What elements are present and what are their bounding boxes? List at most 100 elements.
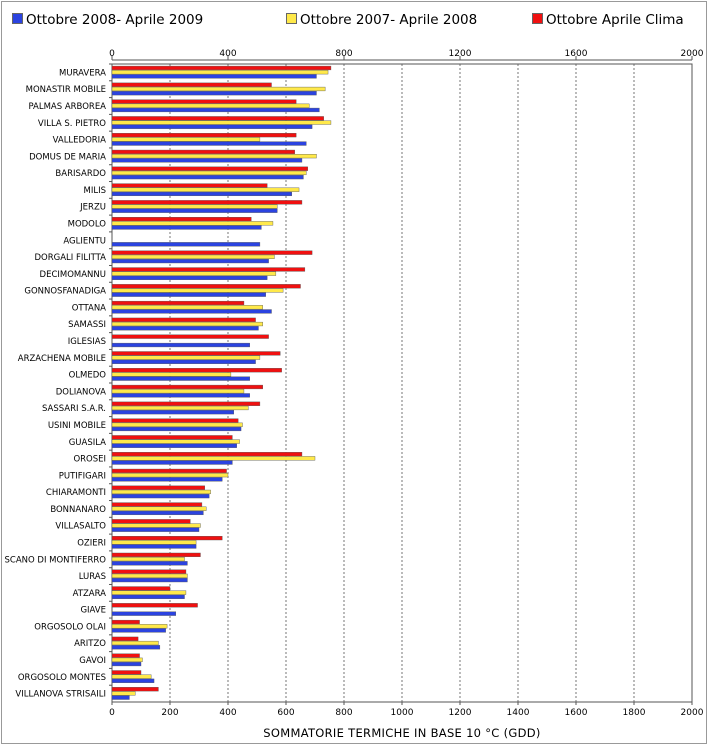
bar <box>111 368 282 373</box>
bar <box>111 317 256 322</box>
category-label: DOMUS DE MARIA <box>29 152 106 162</box>
top-tick-label: 1200 <box>449 49 472 59</box>
bar <box>111 611 176 616</box>
bar <box>111 389 245 394</box>
bar <box>111 674 152 679</box>
bar <box>111 284 301 289</box>
category-label: ATZARA <box>73 589 107 599</box>
bar <box>111 91 317 96</box>
bar <box>111 573 188 578</box>
bar <box>111 82 272 87</box>
category-label: ARZACHENA MOBILE <box>18 354 106 364</box>
bar <box>111 74 317 79</box>
bar <box>111 594 185 599</box>
bar <box>111 418 239 423</box>
bar <box>111 107 320 113</box>
bar <box>111 405 249 411</box>
bar <box>111 393 250 398</box>
bar <box>111 334 269 339</box>
bar <box>111 141 307 146</box>
category-label: SCANO DI MONTIFERRO <box>5 555 107 565</box>
legend-swatch-2009 <box>12 13 23 24</box>
bar <box>111 250 313 255</box>
category-label: IGLESIAS <box>68 337 106 347</box>
bar <box>111 254 275 259</box>
category-label: GIAVE <box>80 606 106 616</box>
legend-item-clima: Ottobre Aprile Clima <box>532 12 684 30</box>
category-label: VILLA S. PIETRO <box>38 119 106 129</box>
bar <box>111 154 317 159</box>
bar <box>111 645 161 650</box>
category-label: DECIMOMANNU <box>40 270 106 280</box>
category-label: PALMAS ARBOREA <box>28 102 106 112</box>
bar <box>111 342 250 348</box>
bar <box>111 657 143 662</box>
bar <box>111 191 293 197</box>
category-label: ORGOSOLO MONTES <box>18 673 106 683</box>
bar <box>111 628 166 633</box>
bar <box>111 687 159 692</box>
legend-item-2008: Ottobre 2007- Aprile 2008 <box>286 12 477 30</box>
category-label: SAMASSI <box>68 320 106 330</box>
bar <box>111 456 316 461</box>
bar <box>111 556 185 562</box>
bar <box>111 506 207 511</box>
bar <box>111 166 308 171</box>
bar <box>111 460 233 465</box>
bar <box>111 519 191 524</box>
bar <box>111 695 130 700</box>
bar <box>111 443 237 448</box>
bar <box>111 452 303 457</box>
bar <box>111 691 136 696</box>
top-tick-label: 0 <box>109 49 115 59</box>
bar <box>111 372 232 377</box>
bar <box>111 426 242 432</box>
category-label: SASSARI S.A.R. <box>42 404 106 414</box>
bar <box>111 410 235 415</box>
legend-label-clima: Ottobre Aprile Clima <box>546 12 684 28</box>
bar <box>111 552 201 557</box>
bar <box>111 636 139 641</box>
bar <box>111 603 198 608</box>
category-label: MURAVERA <box>59 68 106 78</box>
category-label: VILLANOVA STRISAILI <box>15 690 106 700</box>
bar <box>111 351 281 356</box>
bar <box>111 561 188 566</box>
bar <box>111 489 211 495</box>
bar <box>111 619 140 625</box>
bottom-tick-label: 800 <box>335 708 352 718</box>
bar <box>111 208 278 213</box>
bar <box>111 267 306 272</box>
category-label: VILLASALTO <box>55 522 106 532</box>
bar <box>111 359 256 364</box>
bar <box>111 204 278 209</box>
category-label: LURAS <box>79 572 106 582</box>
category-label: OLMEDO <box>69 371 107 381</box>
bar <box>111 477 223 482</box>
bottom-tick-label: 400 <box>219 708 236 718</box>
bar <box>111 200 303 205</box>
bar <box>111 99 297 104</box>
bar <box>111 292 266 297</box>
bottom-tick-label: 1000 <box>391 708 414 718</box>
bar <box>111 376 250 381</box>
top-tick-label: 400 <box>219 49 236 59</box>
category-label: DOLIANOVA <box>56 387 106 397</box>
legend-item-2009: Ottobre 2008- Aprile 2009 <box>12 12 203 30</box>
bottom-tick-label: 200 <box>161 708 178 718</box>
category-label: DORGALI FILITTA <box>34 253 106 263</box>
bar <box>111 577 188 583</box>
bar <box>111 653 140 658</box>
category-label: ARITZO <box>74 639 106 649</box>
category-label: PUTIFIGARI <box>59 471 106 481</box>
bar <box>111 216 252 222</box>
bar <box>111 586 171 591</box>
legend-label-2008: Ottobre 2007- Aprile 2008 <box>300 12 478 28</box>
bar <box>111 468 227 474</box>
bar <box>111 544 197 549</box>
bottom-tick-label: 2000 <box>681 708 704 718</box>
category-label: MILIS <box>84 186 106 196</box>
bar <box>111 116 324 121</box>
category-label: MONASTIR MOBILE <box>26 85 106 95</box>
